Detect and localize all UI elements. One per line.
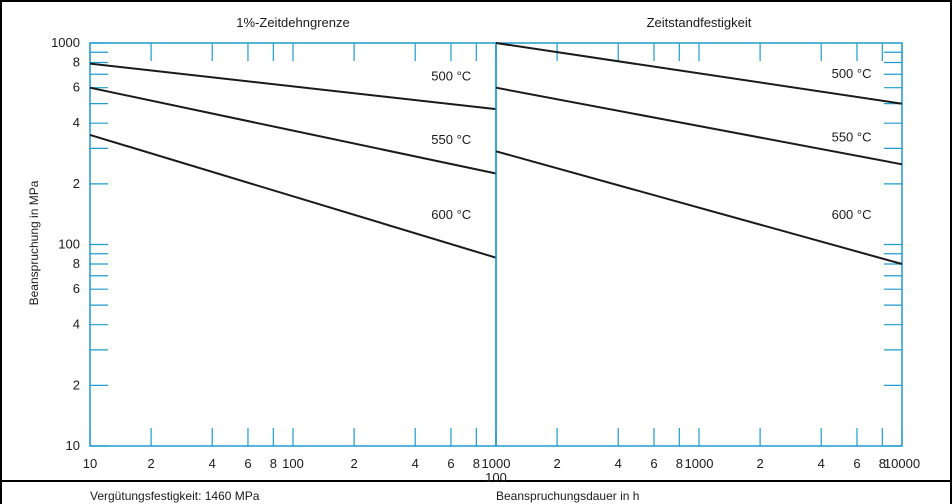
x-tick-label: 6 [447,456,454,471]
footer-left-label: Vergütungsfestigkeit: 1460 MPa [90,489,260,503]
y-tick-label: 8 [73,256,80,271]
x-tick-label: 2 [147,456,154,471]
y-tick-label: 100 [58,237,80,252]
x-tick-label: 2 [756,456,763,471]
x-tick-label: 10 [83,456,97,471]
x-tick-label: 10000 [884,456,920,471]
y-tick-label: 1000 [51,35,80,50]
y-tick-label: 6 [73,80,80,95]
series-annotation-3: 600 °C [832,207,872,222]
x-tick-label: 1000 [482,456,511,471]
series-line-2 [89,86,497,175]
x-tick-label: 100 [282,456,304,471]
series-line-3 [89,133,497,259]
series-annotation-1: 500 °C [832,66,872,81]
y-tick-label: 4 [73,115,80,130]
series-line-1 [495,42,903,105]
x-tick-label: 2 [350,456,357,471]
x-tick-label: 4 [412,456,419,471]
y-axis-label: Beanspruchung in MPa [27,180,41,305]
series-annotation-2: 550 °C [832,129,872,144]
y-tick-label: 2 [73,377,80,392]
series-line-2 [495,86,903,166]
y-tick-label: 4 [73,317,80,332]
left-panel-title: 1%-Zeitdehngrenze [236,15,349,30]
right-panel-title: Zeitstandfestigkeit [647,15,752,30]
footer-right-label: Beanspruchungsdauer in h [496,489,639,503]
x-tick-label: 1000 [685,456,714,471]
x-tick-label: 2 [553,456,560,471]
x-tick-label: 8 [879,456,886,471]
x-tick-label: 4 [615,456,622,471]
x-tick-label: 6 [853,456,860,471]
x-tick-label: 8 [270,456,277,471]
x-tick-label: 6 [244,456,251,471]
left-panel: 10 2 4 6 8 100 2 4 6 8 10 2 4 6 8 100 2 4 6 8 1000 500 °C 550 … [51,35,497,471]
x-tick-label: 8 [676,456,683,471]
x-tick-label: 100 [485,470,507,485]
y-tick-label: 6 [73,281,80,296]
series-line-1 [89,62,497,111]
y-tick-label: 10 [66,438,80,453]
x-tick-label: 4 [209,456,216,471]
y-tick-label: 8 [73,55,80,70]
x-tick-label: 8 [473,456,480,471]
series-line-3 [495,150,903,265]
x-tick-label: 4 [818,456,825,471]
x-tick-label: 6 [650,456,657,471]
series-annotation-1: 500 °C [431,69,471,84]
series-annotation-3: 600 °C [431,207,471,222]
series-annotation-2: 550 °C [431,132,471,147]
outer-frame [0,0,952,482]
y-tick-label: 2 [73,176,80,191]
